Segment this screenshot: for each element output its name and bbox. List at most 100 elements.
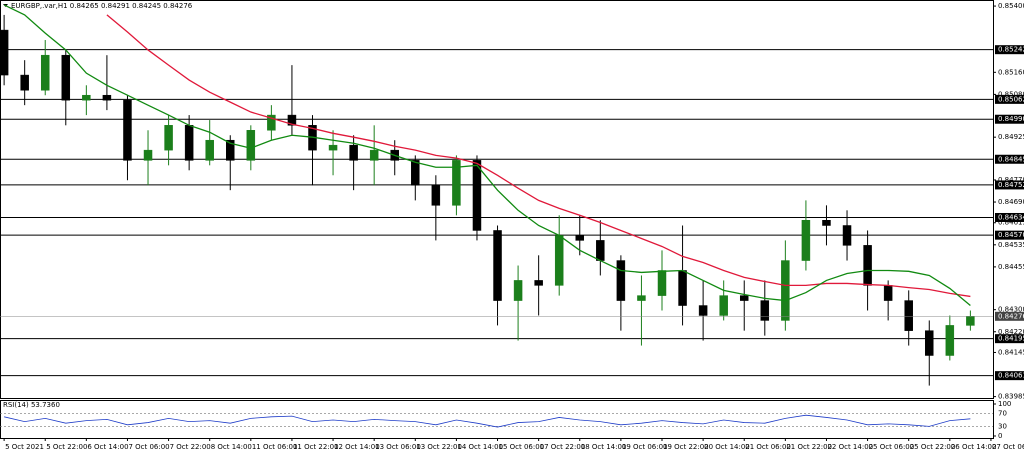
candle-body	[267, 114, 276, 131]
x-tick-label: 12 Oct 14:00	[334, 443, 380, 451]
candle-body	[123, 99, 132, 161]
level-label-box	[995, 94, 1024, 104]
x-tick-label: 8 Oct 14:00	[211, 443, 252, 451]
main-frame	[0, 0, 994, 399]
candle-body	[678, 270, 687, 306]
chart-title: EURGBP,.var,H1 0.84265 0.84291 0.84245 0…	[11, 2, 193, 10]
x-tick-label: 25 Oct 22:00	[910, 443, 956, 451]
candle-body	[102, 94, 112, 101]
x-tick-label: 13 Oct 22:00	[416, 443, 462, 451]
candle-body	[822, 220, 831, 226]
candle-body	[904, 300, 913, 331]
candle-body	[143, 149, 153, 161]
candle-body	[760, 300, 770, 321]
candle-body	[698, 305, 708, 316]
candle-body	[82, 94, 91, 101]
candle-body	[596, 240, 605, 261]
x-tick-label: 27 Oct 06:00	[992, 443, 1024, 451]
candle-body	[575, 235, 585, 241]
y-tick-label: 0.84145	[998, 348, 1024, 356]
candle-body	[472, 160, 482, 231]
candle-body	[534, 280, 543, 286]
rsi-title: RSI(14) 53.7360	[3, 401, 60, 409]
candle-body	[637, 295, 646, 301]
level-label-box	[995, 114, 1024, 124]
x-tick-label: 11 Oct 06:00	[252, 443, 298, 451]
x-tick-label: 6 Oct 14:00	[87, 443, 128, 451]
x-tick-label: 21 Oct 06:00	[745, 443, 791, 451]
level-label-box	[995, 371, 1024, 381]
level-label-box	[995, 212, 1024, 222]
x-tick-label: 18 Oct 14:00	[581, 443, 627, 451]
candle-body	[184, 125, 194, 161]
candle-body	[801, 220, 811, 261]
x-tick-label: 19 Oct 22:00	[663, 443, 709, 451]
candle-body	[411, 160, 420, 186]
level-label-box	[995, 334, 1024, 344]
rsi-tick-label: 30	[998, 422, 1007, 430]
x-tick-label: 14 Oct 14:00	[457, 443, 503, 451]
candle-body	[493, 230, 502, 301]
candle-body	[0, 29, 9, 76]
x-tick-label: 7 Oct 06:00	[128, 443, 169, 451]
rsi-frame	[0, 400, 994, 439]
candle-body	[328, 144, 338, 151]
x-tick-label: 20 Oct 14:00	[704, 443, 750, 451]
level-label: 0.85242	[998, 46, 1024, 54]
current-price-label: 0.84276	[998, 312, 1024, 320]
x-tick-label: 17 Oct 22:00	[540, 443, 586, 451]
candle-body	[863, 245, 872, 286]
candle-body	[349, 144, 358, 161]
level-label: 0.84061	[998, 372, 1024, 380]
candle-body	[513, 280, 523, 301]
x-tick-label: 7 Oct 22:00	[170, 443, 211, 451]
candle-body	[246, 130, 256, 161]
y-tick-label: 0.83985	[998, 393, 1024, 401]
level-label: 0.84845	[998, 155, 1024, 163]
candle-body	[966, 316, 975, 326]
candle-body	[20, 74, 29, 91]
candle-body	[781, 260, 790, 321]
y-tick-label: 0.84925	[998, 133, 1024, 141]
candle-body	[842, 225, 852, 246]
level-label: 0.85062	[998, 95, 1024, 103]
x-tick-label: 5 Oct 2021	[5, 443, 44, 451]
y-tick-label: 0.84455	[998, 263, 1024, 271]
rsi-tick-label: 0	[998, 432, 1002, 440]
candle-body	[431, 184, 441, 206]
candle-body	[40, 54, 50, 91]
level-label-box	[995, 45, 1024, 55]
candle-body	[945, 325, 955, 356]
candle-body	[739, 295, 749, 301]
rsi-line	[4, 414, 971, 428]
candle-body	[616, 260, 626, 301]
x-tick-label: 21 Oct 22:00	[786, 443, 832, 451]
candle-body	[452, 160, 461, 206]
level-label: 0.84634	[998, 213, 1024, 221]
level-label: 0.84752	[998, 181, 1024, 189]
x-tick-label: 15 Oct 06:00	[499, 443, 545, 451]
candle-body	[554, 235, 564, 286]
moving-average	[106, 14, 971, 298]
y-tick-label: 0.84535	[998, 241, 1024, 249]
rsi-tick-label: 100	[998, 400, 1011, 408]
candle-body	[164, 125, 173, 151]
candle-body	[657, 270, 667, 296]
candle-body	[205, 139, 214, 161]
candle-body	[287, 114, 297, 126]
level-label-box	[995, 230, 1024, 240]
level-label: 0.84195	[998, 335, 1024, 343]
x-tick-label: 5 Oct 22:00	[46, 443, 87, 451]
x-tick-label: 13 Oct 06:00	[375, 443, 421, 451]
rsi-tick-label: 70	[998, 410, 1007, 418]
x-tick-label: 22 Oct 14:00	[827, 443, 873, 451]
